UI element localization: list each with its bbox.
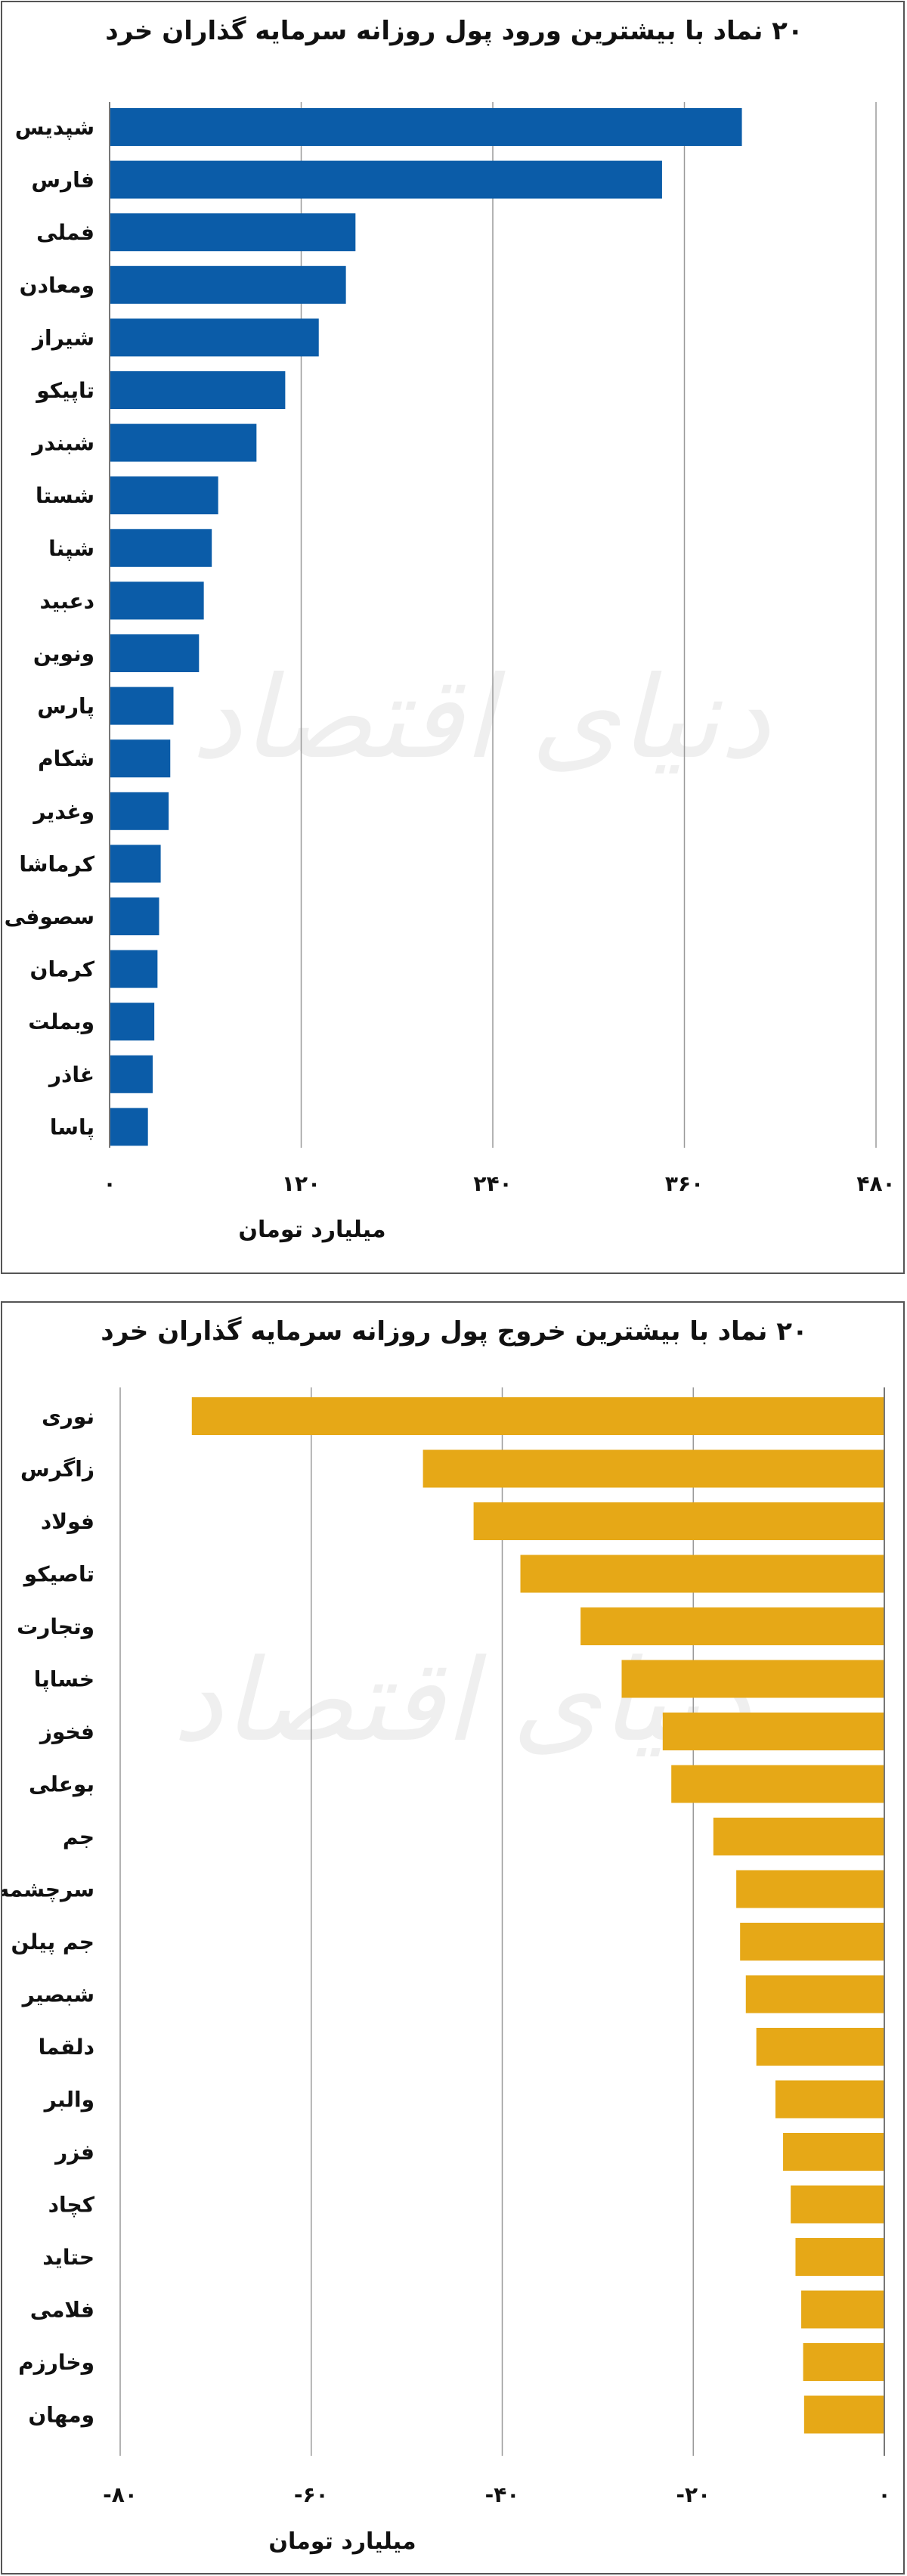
outflow-chart-panel: ۲۰ نماد با بیشترین خروج پول روزانه سرمای… bbox=[1, 1301, 905, 2574]
outflow-bar-chart: نوری زاگرس فولاد تاصیکو وتجارت خساپا فخوز بوعلی… bbox=[2, 1387, 891, 2555]
bar bbox=[110, 318, 319, 357]
category-label: جم bbox=[63, 1824, 94, 1849]
bar bbox=[110, 371, 286, 409]
tick-label: ۴۸۰ bbox=[856, 1171, 895, 1196]
category-label: زاگرس bbox=[20, 1457, 94, 1482]
category-label: ومعادن bbox=[20, 273, 94, 298]
category-label: جم پیلن bbox=[11, 1930, 94, 1954]
inflow-bar-chart: شپدیس فارس فملی ومعادن شیراز تاپیکو شبندر شستا ش… bbox=[5, 102, 896, 1243]
category-label: تاپیکو bbox=[35, 378, 94, 403]
bar bbox=[110, 950, 158, 988]
tick-label: -۲۰ bbox=[676, 2482, 710, 2507]
bar bbox=[740, 1923, 884, 1961]
bar bbox=[783, 2133, 884, 2171]
bar bbox=[110, 213, 356, 252]
bar bbox=[110, 160, 662, 199]
bar bbox=[110, 687, 174, 725]
bar bbox=[110, 634, 200, 672]
inflow-chart-panel: ۲۰ نماد با بیشترین ورود پول روزانه سرمای… bbox=[1, 1, 905, 1274]
tick-label: ۱۲۰ bbox=[282, 1171, 320, 1196]
category-label: فلامی bbox=[30, 2298, 94, 2323]
bar bbox=[110, 845, 161, 883]
category-label: والبر bbox=[43, 2088, 94, 2113]
category-label: وبملت bbox=[28, 1009, 94, 1034]
category-label: وخارزم bbox=[18, 2350, 94, 2375]
bar bbox=[662, 1713, 884, 1750]
bar bbox=[110, 529, 212, 567]
category-label: شپدیس bbox=[15, 115, 94, 140]
category-label: دلقما bbox=[39, 2035, 94, 2060]
category-label: فولاد bbox=[41, 1509, 94, 1534]
category-label: سرچشمه bbox=[2, 1877, 94, 1902]
category-label: نوری bbox=[42, 1404, 94, 1429]
category-label: شکام bbox=[38, 746, 94, 771]
bar bbox=[736, 1870, 884, 1908]
category-label: شیراز bbox=[31, 325, 94, 350]
category-label: پارس bbox=[37, 694, 94, 719]
inflow-chart-title: ۲۰ نماد با بیشترین ورود پول روزانه سرمای… bbox=[105, 16, 803, 46]
tick-label: -۴۰ bbox=[485, 2482, 520, 2507]
category-label: بوعلی bbox=[29, 1772, 94, 1797]
category-label: حتاید bbox=[42, 2245, 94, 2270]
category-label: دعبید bbox=[39, 588, 94, 613]
category-label: شستا bbox=[36, 483, 94, 508]
bar bbox=[110, 423, 257, 462]
bar bbox=[795, 2238, 884, 2276]
tick-label: ۰ bbox=[103, 1171, 116, 1196]
bar bbox=[803, 2395, 884, 2434]
bar bbox=[110, 1055, 153, 1093]
category-label: تاصیکو bbox=[23, 1562, 94, 1587]
category-label: فخوز bbox=[39, 1719, 94, 1744]
category-label: فزر bbox=[54, 2140, 94, 2165]
bar bbox=[110, 1003, 155, 1041]
category-label: شبصیر bbox=[21, 1982, 94, 2007]
category-label: کرمان bbox=[30, 957, 95, 982]
category-label: سصوفی bbox=[5, 904, 94, 929]
bar bbox=[110, 108, 742, 146]
category-label: ومهان bbox=[28, 2403, 94, 2428]
tick-label: -۶۰ bbox=[294, 2482, 329, 2507]
category-label: شبندر bbox=[30, 431, 94, 456]
bar bbox=[671, 1765, 884, 1803]
bar bbox=[110, 739, 171, 778]
bar bbox=[191, 1397, 884, 1435]
category-label: وغدیر bbox=[32, 799, 94, 824]
category-label: فارس bbox=[31, 168, 94, 193]
bar bbox=[110, 897, 159, 935]
outflow-chart-title: ۲۰ نماد با بیشترین خروج پول روزانه سرمای… bbox=[101, 1316, 808, 1347]
bar bbox=[110, 1108, 148, 1146]
category-label: ونوین bbox=[33, 641, 94, 666]
category-label: وتجارت bbox=[17, 1614, 94, 1639]
bar bbox=[423, 1449, 884, 1488]
x-axis-title: میلیارد تومان bbox=[268, 2528, 416, 2555]
bar bbox=[791, 2185, 884, 2224]
x-axis-title: میلیارد تومان bbox=[238, 1217, 385, 1243]
bar bbox=[713, 1818, 884, 1855]
bar bbox=[745, 1975, 884, 2013]
bar bbox=[110, 581, 204, 620]
category-label: کچاد bbox=[48, 2193, 95, 2218]
bar bbox=[473, 1502, 884, 1540]
category-label: غاذر bbox=[48, 1062, 94, 1087]
tick-label: ۳۶۰ bbox=[665, 1171, 704, 1196]
category-label: پاسا bbox=[50, 1114, 94, 1139]
bar bbox=[756, 2028, 884, 2066]
tick-label: -۸۰ bbox=[103, 2482, 138, 2507]
bar bbox=[775, 2080, 884, 2119]
bar bbox=[621, 1660, 884, 1698]
category-label: کرماشا bbox=[19, 851, 94, 876]
category-label: فملی bbox=[36, 220, 94, 245]
category-label: خساپا bbox=[34, 1667, 94, 1692]
tick-label: ۲۴۰ bbox=[473, 1171, 512, 1196]
tick-label: ۰ bbox=[878, 2482, 890, 2507]
bar bbox=[110, 476, 218, 515]
category-label: شپنا bbox=[48, 536, 94, 561]
bar bbox=[520, 1555, 884, 1593]
bar bbox=[110, 792, 169, 830]
bar bbox=[580, 1607, 884, 1645]
bar bbox=[803, 2343, 884, 2381]
bar bbox=[801, 2290, 884, 2329]
bar bbox=[110, 265, 346, 304]
